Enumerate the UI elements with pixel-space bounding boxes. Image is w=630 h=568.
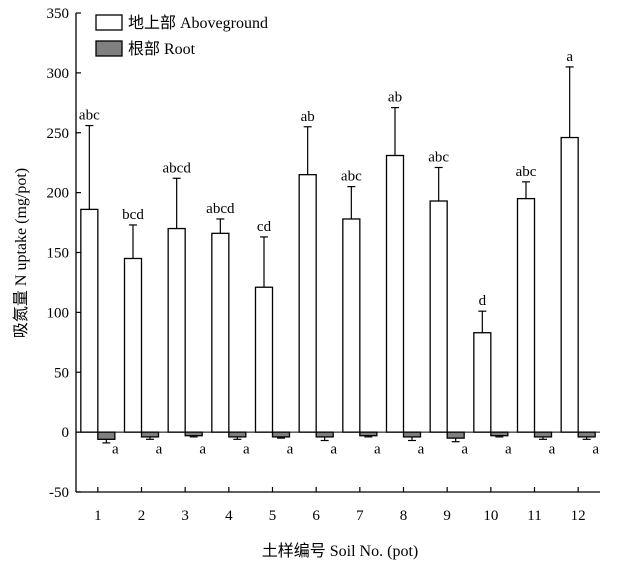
- y-axis-label: 吸氮量 N uptake (mg/pot): [12, 168, 30, 338]
- significance-letter-root: a: [287, 442, 294, 458]
- bars: [80, 66, 596, 444]
- bar-aboveground: [80, 208, 99, 433]
- significance-letter-root: a: [199, 442, 206, 458]
- bar-aboveground: [560, 136, 579, 433]
- bar-root: [140, 431, 160, 438]
- bar-aboveground: [516, 197, 536, 433]
- significance-letter-aboveground: cd: [257, 219, 272, 235]
- x-tick-label: 5: [269, 508, 277, 524]
- significance-letter-aboveground: a: [566, 49, 573, 65]
- bar-aboveground: [211, 232, 230, 433]
- x-tick-label: 4: [225, 508, 233, 524]
- x-tick-label: 1: [94, 508, 102, 524]
- significance-letter-root: a: [418, 442, 425, 458]
- x-tick-label: 7: [356, 508, 364, 524]
- significance-letter-aboveground: bcd: [122, 207, 144, 223]
- bar-root: [228, 431, 247, 438]
- x-tick-label: 12: [571, 508, 586, 524]
- bar-aboveground: [429, 200, 448, 433]
- bar-root: [315, 431, 334, 438]
- x-tick-label: 3: [181, 508, 189, 524]
- significance-letter-aboveground: ab: [301, 109, 315, 125]
- significance-letter-root: a: [549, 442, 556, 458]
- significance-letter-aboveground: abc: [516, 164, 537, 180]
- x-tick-label: 10: [483, 508, 498, 524]
- x-tick-label: 8: [400, 508, 408, 524]
- bar-root: [271, 431, 291, 438]
- significance-letter-aboveground: d: [479, 293, 487, 309]
- y-tick-label: -50: [49, 485, 69, 501]
- y-tick-label: 150: [47, 246, 70, 262]
- y-tick-label: 50: [54, 365, 69, 381]
- bar-aboveground: [123, 257, 143, 433]
- legend-label-root: 根部 Root: [128, 40, 196, 58]
- bar-aboveground: [167, 227, 186, 433]
- legend-swatch-root: [95, 40, 123, 57]
- significance-letter-aboveground: abc: [428, 149, 449, 165]
- legend-label-aboveground: 地上部 Aboveground: [128, 14, 268, 32]
- bar-aboveground: [473, 332, 492, 433]
- significance-letter-aboveground: abcd: [206, 201, 235, 217]
- x-tick-label: 2: [138, 508, 146, 524]
- x-tick-label: 11: [527, 508, 541, 524]
- significance-letter-root: a: [505, 442, 512, 458]
- bar-root: [184, 431, 203, 437]
- y-tick-label: 350: [47, 6, 70, 22]
- y-tick-label: 100: [47, 305, 70, 321]
- bar-aboveground: [254, 286, 274, 433]
- significance-letter-aboveground: abc: [79, 108, 100, 124]
- bar-aboveground: [385, 154, 405, 433]
- bar-aboveground: [298, 174, 317, 433]
- significance-letter-aboveground: ab: [388, 90, 402, 106]
- significance-letter-root: a: [592, 442, 599, 458]
- bar-root: [97, 431, 116, 440]
- bar-root: [359, 431, 378, 437]
- significance-letter-root: a: [156, 442, 163, 458]
- legend: 地上部 Aboveground 根部 Root: [95, 14, 268, 58]
- bar-root: [446, 431, 465, 439]
- significance-letter-root: a: [374, 442, 381, 458]
- bar-root: [402, 431, 422, 438]
- significance-letter-aboveground: abc: [341, 169, 362, 185]
- bar-aboveground: [342, 218, 361, 433]
- y-tick-label: 250: [47, 126, 70, 142]
- significance-letter-root: a: [330, 442, 337, 458]
- y-tick-label: 0: [62, 425, 70, 441]
- bar-root: [533, 431, 553, 438]
- bar-root: [490, 431, 509, 437]
- bar-root: [577, 431, 596, 438]
- y-tick-label: 200: [47, 186, 70, 202]
- x-tick-label: 9: [443, 508, 451, 524]
- x-tick-label: 6: [312, 508, 320, 524]
- significance-letter-root: a: [243, 442, 250, 458]
- significance-letter-aboveground: abcd: [163, 160, 192, 176]
- legend-swatch-aboveground: [95, 14, 123, 31]
- y-tick-label: 300: [47, 66, 70, 82]
- x-axis-label: 土样编号 Soil No. (pot): [262, 542, 418, 560]
- significance-letter-root: a: [112, 442, 119, 458]
- significance-letter-root: a: [461, 442, 468, 458]
